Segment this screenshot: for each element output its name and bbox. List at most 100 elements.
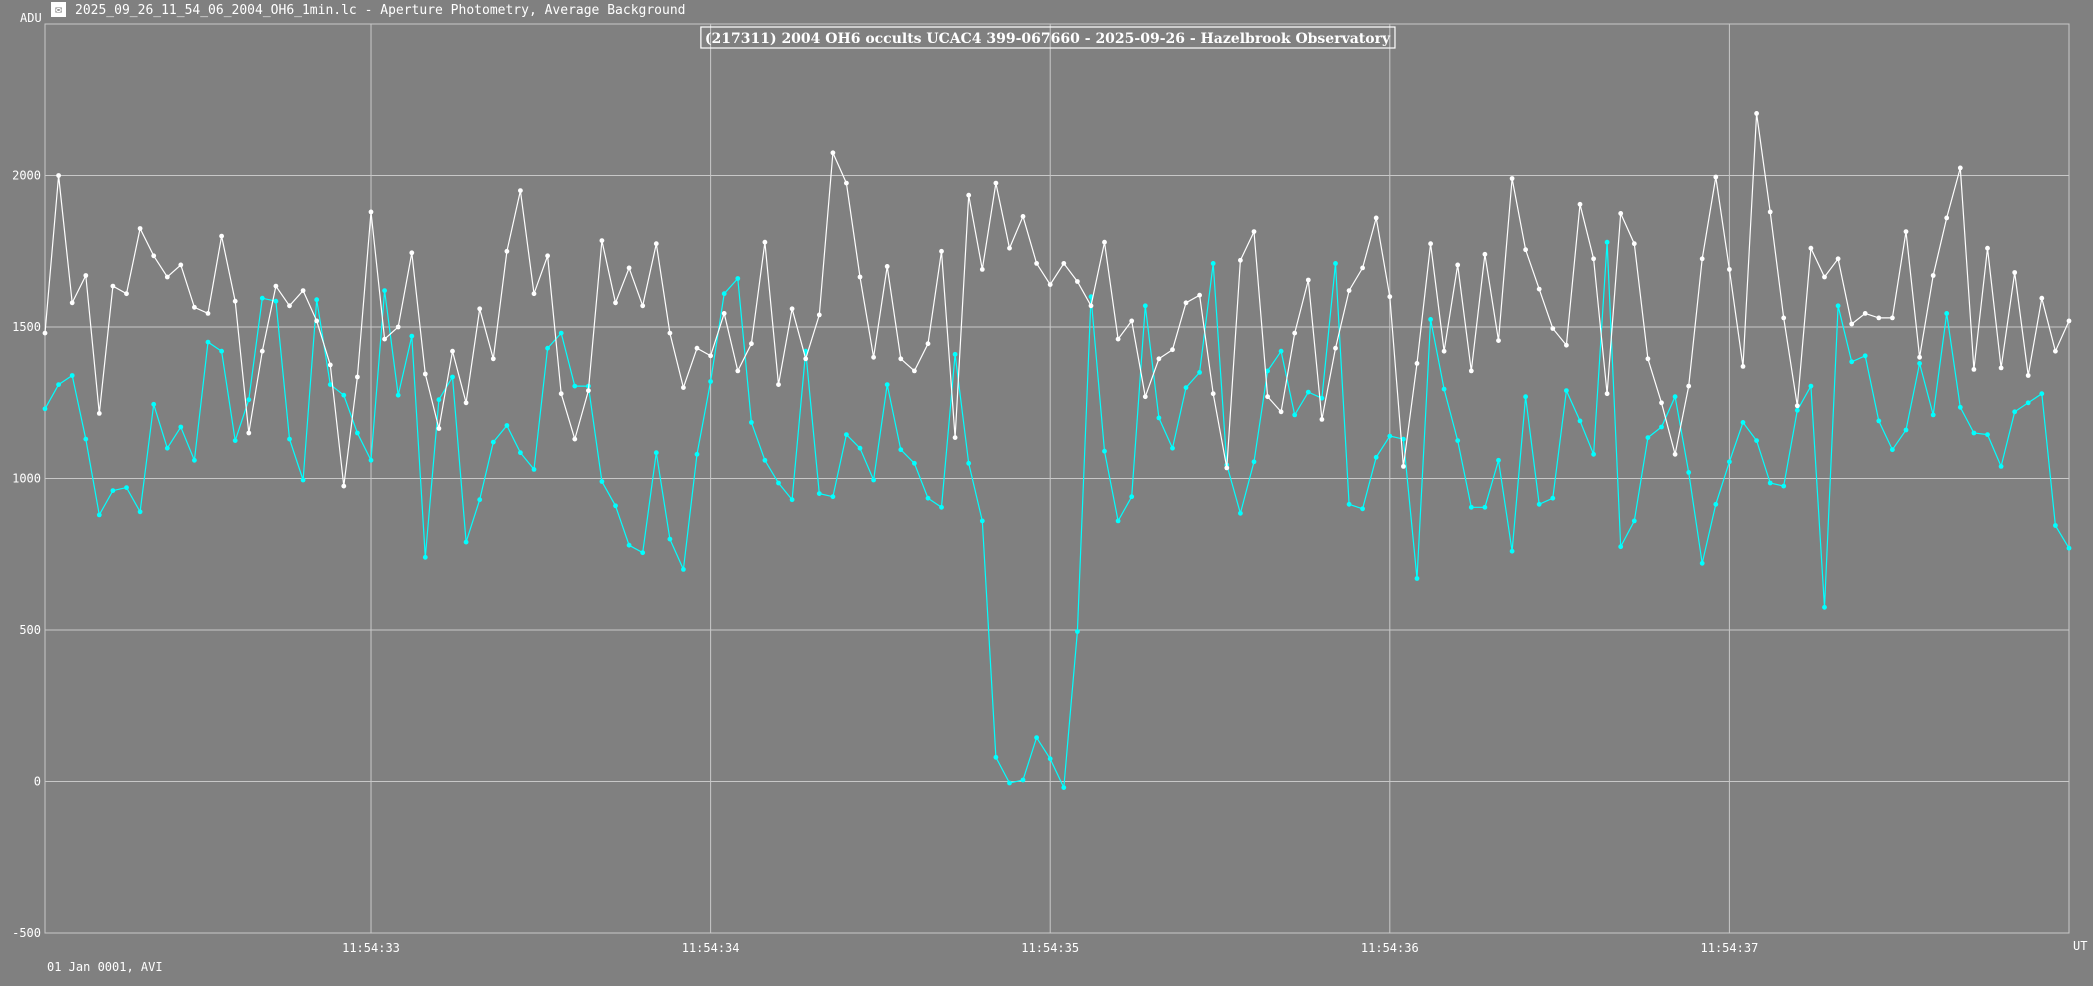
data-point bbox=[694, 345, 700, 351]
data-point bbox=[1754, 438, 1759, 443]
data-point bbox=[1455, 262, 1461, 268]
chart-series bbox=[42, 111, 2072, 790]
data-point bbox=[857, 274, 863, 280]
data-point bbox=[789, 497, 795, 503]
data-point bbox=[898, 356, 904, 362]
data-point bbox=[2025, 400, 2031, 406]
data-point bbox=[395, 392, 401, 398]
data-point bbox=[1346, 501, 1352, 507]
data-point bbox=[259, 295, 265, 301]
data-point bbox=[1346, 288, 1352, 293]
data-point bbox=[124, 291, 129, 297]
data-point bbox=[83, 273, 89, 278]
data-point bbox=[1455, 438, 1461, 443]
data-point bbox=[450, 348, 455, 354]
y-tick-label: 0 bbox=[34, 775, 41, 789]
data-point bbox=[1183, 300, 1189, 306]
data-point bbox=[1441, 348, 1447, 354]
data-point bbox=[1903, 427, 1909, 433]
data-point bbox=[1360, 506, 1365, 512]
data-point bbox=[69, 373, 75, 378]
data-point bbox=[1781, 315, 1787, 321]
data-point bbox=[1183, 385, 1189, 390]
data-point bbox=[205, 339, 211, 345]
data-point bbox=[572, 383, 578, 389]
data-point bbox=[1944, 311, 1950, 316]
data-point bbox=[137, 509, 143, 515]
data-point bbox=[1591, 451, 1596, 457]
data-point bbox=[1917, 361, 1922, 366]
data-point bbox=[1835, 303, 1841, 309]
data-point bbox=[1849, 359, 1855, 365]
y-tick-label: 1000 bbox=[12, 472, 41, 486]
data-point bbox=[192, 304, 197, 310]
data-point bbox=[1373, 215, 1379, 221]
x-tick-label: 11:54:37 bbox=[1701, 941, 1759, 955]
data-point bbox=[151, 401, 157, 407]
data-point bbox=[1659, 400, 1664, 406]
data-point bbox=[2053, 348, 2058, 354]
data-point bbox=[341, 483, 347, 489]
data-point bbox=[1360, 265, 1365, 271]
data-point bbox=[871, 477, 876, 483]
data-point bbox=[1944, 215, 1950, 221]
data-point bbox=[912, 460, 917, 466]
chart-title-text: (217311) 2004 OH6 occults UCAC4 399-0676… bbox=[705, 31, 1391, 47]
data-point bbox=[898, 447, 904, 453]
data-point bbox=[966, 460, 972, 466]
data-point bbox=[1305, 389, 1311, 395]
data-point bbox=[1115, 336, 1121, 342]
data-point bbox=[1278, 348, 1284, 354]
data-point bbox=[1102, 448, 1107, 454]
data-point bbox=[1251, 459, 1257, 465]
data-point bbox=[1265, 368, 1270, 374]
data-point bbox=[599, 479, 605, 484]
data-point bbox=[1890, 447, 1895, 453]
data-point bbox=[1075, 629, 1080, 634]
data-point bbox=[1591, 256, 1596, 262]
data-point bbox=[1727, 267, 1732, 272]
data-point bbox=[2066, 545, 2072, 551]
data-point bbox=[368, 209, 374, 215]
data-point bbox=[1088, 303, 1094, 309]
data-point bbox=[884, 382, 890, 387]
data-point bbox=[273, 283, 279, 289]
data-point bbox=[1387, 433, 1393, 439]
data-point bbox=[952, 435, 958, 440]
data-point bbox=[776, 382, 781, 387]
data-point bbox=[96, 512, 102, 518]
data-point bbox=[1007, 245, 1012, 251]
data-point bbox=[667, 536, 673, 542]
data-point bbox=[1333, 345, 1338, 351]
data-point bbox=[287, 303, 292, 309]
data-point bbox=[232, 298, 238, 304]
data-point bbox=[382, 288, 387, 293]
data-point bbox=[1170, 347, 1175, 353]
data-point bbox=[300, 477, 306, 483]
data-point bbox=[504, 423, 510, 428]
data-point bbox=[1930, 412, 1936, 418]
data-point bbox=[1034, 735, 1039, 740]
data-point bbox=[422, 554, 428, 560]
chart-title: (217311) 2004 OH6 occults UCAC4 399-0676… bbox=[700, 26, 1396, 49]
x-tick-label: 11:54:33 bbox=[342, 941, 400, 955]
data-point bbox=[56, 173, 61, 178]
data-point bbox=[586, 388, 591, 393]
data-point bbox=[1550, 326, 1556, 331]
data-point bbox=[531, 467, 537, 472]
data-point bbox=[1265, 394, 1270, 400]
data-point bbox=[1930, 273, 1936, 278]
data-point bbox=[1129, 494, 1135, 500]
data-point bbox=[545, 345, 550, 351]
data-point bbox=[613, 503, 618, 509]
chart-grid bbox=[44, 23, 2070, 934]
window-title: 2025_09_26_11_54_06_2004_OH6_1min.lc - A… bbox=[75, 3, 686, 18]
data-point bbox=[273, 298, 279, 304]
data-point bbox=[844, 432, 849, 437]
data-point bbox=[1767, 209, 1773, 215]
data-point bbox=[450, 374, 455, 380]
data-point bbox=[1727, 459, 1732, 465]
data-point bbox=[178, 424, 184, 430]
data-point bbox=[1604, 239, 1610, 245]
